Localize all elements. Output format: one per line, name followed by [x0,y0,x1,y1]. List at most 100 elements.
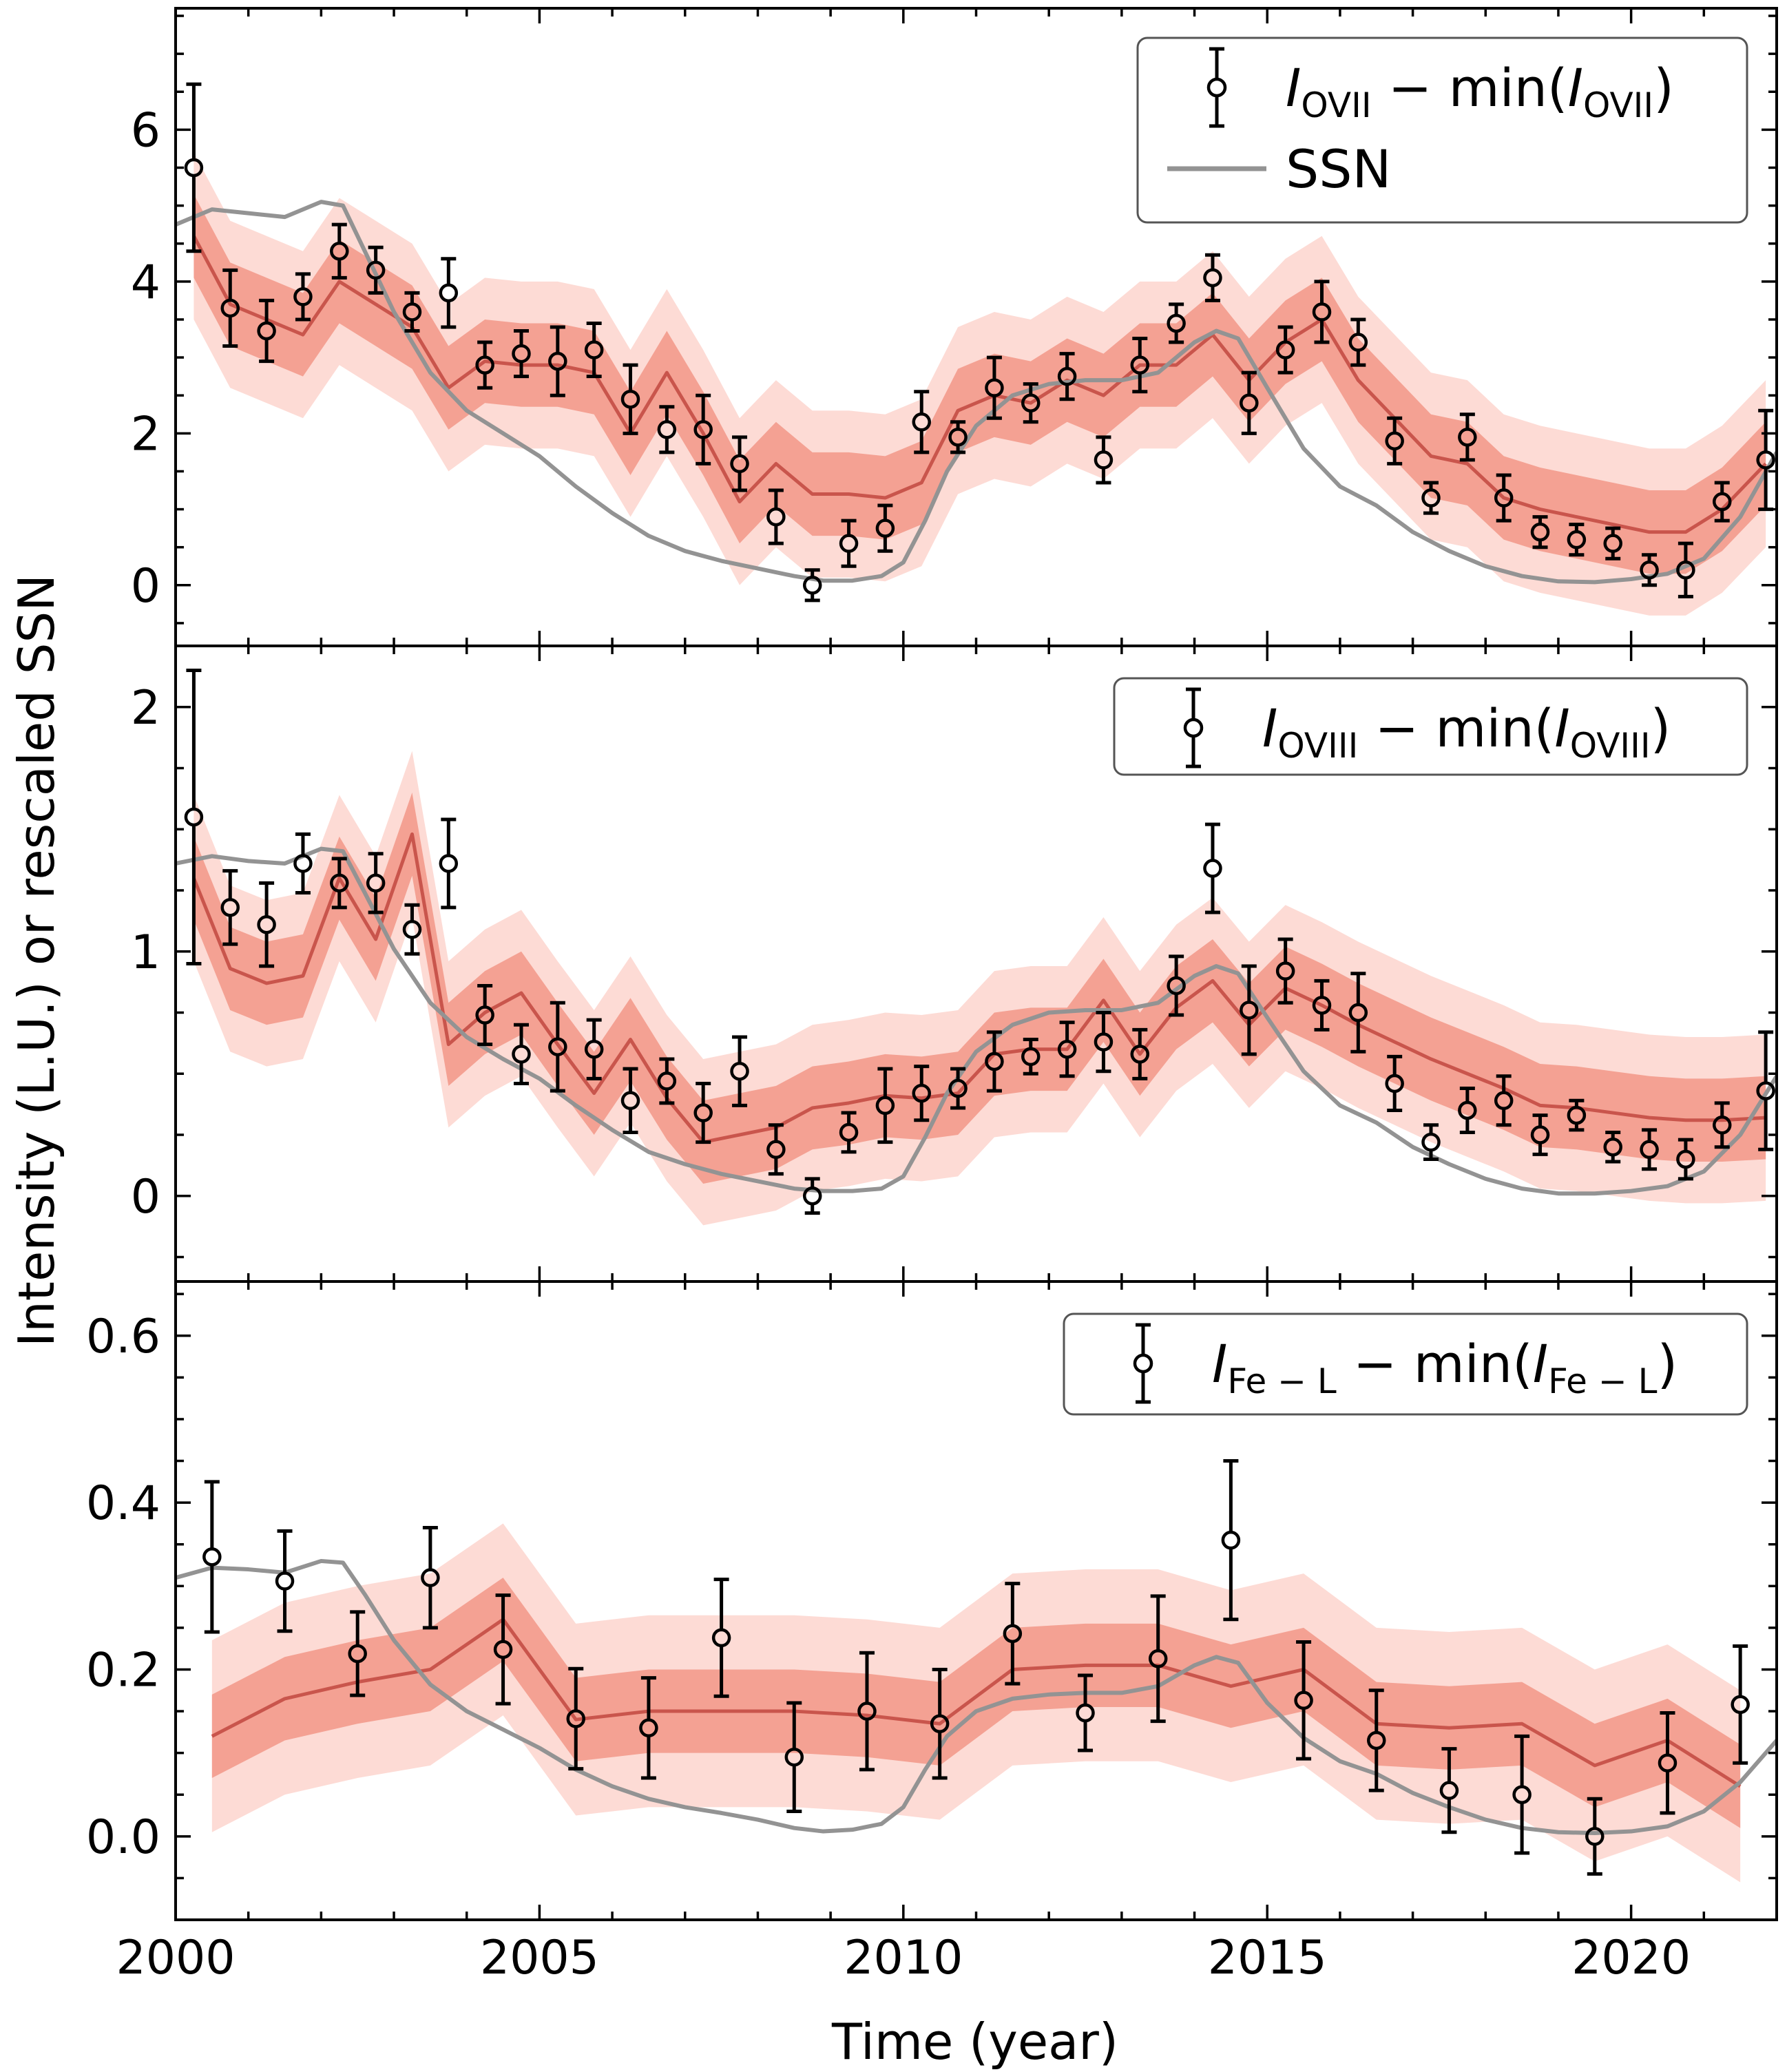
data-point [184,669,204,965]
data-point [293,272,313,322]
data-marker [875,519,895,538]
data-point [548,325,567,397]
data-point [402,903,422,956]
data-point [839,1111,859,1154]
y-tick-label: 2 [131,681,160,735]
data-point [1076,1673,1095,1752]
data-marker [1458,1100,1477,1120]
data-marker [766,507,786,527]
data-point [912,390,931,454]
y-tick-label: 0.2 [86,1643,160,1697]
data-point [566,1666,585,1771]
data-marker [220,298,240,318]
data-marker [1421,1132,1441,1152]
legend-box [1063,1312,1748,1416]
data-point [1676,1138,1695,1181]
x-tick-label: 2020 [1571,1931,1691,1985]
data-marker [693,1103,713,1122]
y-axis-title: Intensity (L.U.) or rescaled SSN [8,574,65,1347]
data-marker [348,1644,367,1664]
data-point [1640,1128,1659,1171]
data-point [548,1001,567,1093]
data-marker [1458,428,1477,447]
data-point [875,503,895,553]
data-marker [293,287,313,306]
data-point [1567,1098,1587,1132]
data-point [584,321,604,379]
legend-label: SSN [1286,138,1391,200]
data-point [1167,954,1186,1017]
data-point [1312,280,1332,344]
x-tick-label: 2015 [1208,1931,1327,1985]
data-marker [1167,976,1186,996]
data-point [1003,1582,1023,1686]
data-marker [1057,366,1077,386]
data-marker [1676,561,1695,580]
data-point [220,268,240,348]
ssn-line [176,200,1777,585]
data-point [1203,822,1222,914]
data-marker [1275,340,1295,359]
data-point [839,519,859,568]
data-point [1275,325,1295,375]
data-marker [1312,996,1332,1015]
data-point [1439,1747,1459,1834]
data-point [857,1651,877,1772]
data-marker [1567,1105,1587,1125]
data-marker [1167,313,1186,333]
data-marker [1203,859,1222,878]
data-point [1676,541,1695,598]
legend: IFe − L − min(IFe − L) [1063,1312,1748,1416]
data-marker [1367,1730,1386,1750]
data-marker [839,534,859,553]
data-point [985,1030,1004,1093]
data-point [693,1081,713,1144]
data-marker [1003,1624,1023,1644]
data-marker [184,158,204,178]
data-marker [1494,1091,1514,1111]
data-point [1494,1074,1514,1127]
data-marker [1203,268,1222,288]
data-marker [1294,1691,1313,1710]
data-marker [1148,1649,1168,1668]
panel-fe-l: 0.0 0.2 0.4 0.6 2000 2005 2010 2015 2020 IFe − L … [86,1280,1778,1985]
data-point [1731,1644,1750,1765]
data-point [985,355,1004,420]
data-marker [1275,961,1295,981]
data-marker [1530,522,1550,542]
data-marker [912,1083,931,1103]
data-marker [1530,1125,1550,1144]
data-point [1421,1123,1441,1161]
data-marker [1021,1047,1041,1067]
y-tick-label: 6 [131,103,160,158]
legend-box [1113,677,1748,776]
data-point [912,1065,931,1122]
data-marker [1658,1753,1678,1772]
data-point [184,82,204,253]
x-tick-label: 2005 [480,1931,599,1985]
data-point [1348,972,1368,1054]
legend-label-part: Fe − L [1548,1361,1657,1401]
data-marker [1640,561,1659,580]
data-point [1585,1797,1605,1876]
data-marker [711,1628,731,1648]
x-tick-label: 2010 [844,1931,963,1985]
data-point [1094,435,1114,485]
legend: IOVIII − min(IOVIII) [1113,677,1748,776]
data-point [1275,937,1295,1005]
data-marker [548,351,567,371]
data-marker [1603,1138,1622,1157]
data-marker [421,1568,440,1587]
data-point [1130,1027,1150,1080]
data-marker [1130,355,1150,375]
data-marker [202,1547,222,1567]
data-marker [620,389,640,409]
legend-box [1136,36,1748,224]
data-point [1567,523,1587,557]
data-marker [657,1071,677,1091]
data-point [1512,1734,1532,1855]
model-band-1sigma [194,194,1766,574]
data-marker [1640,1140,1659,1160]
data-marker [184,807,204,827]
data-point [802,568,822,603]
